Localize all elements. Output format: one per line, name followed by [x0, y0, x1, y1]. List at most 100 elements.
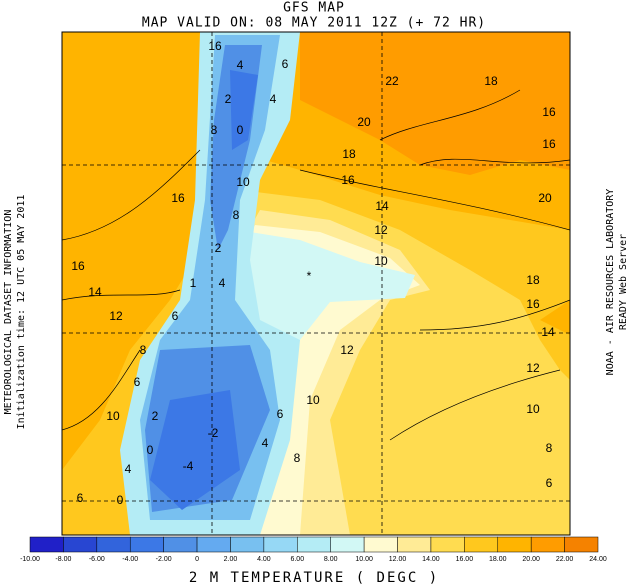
contour-label: 2 [152, 409, 159, 423]
colorbar-swatch [29, 536, 64, 553]
contour-label: 6 [282, 57, 289, 71]
contour-label: 8 [140, 343, 147, 357]
map-frame [61, 31, 571, 536]
contour-label: 4 [270, 92, 277, 106]
contour-label: 14 [375, 199, 389, 213]
colorbar-swatch [297, 536, 331, 553]
contour-label: 16 [542, 137, 556, 151]
contour-label: 16 [526, 297, 540, 311]
colorbar-label: 12.00 [389, 556, 407, 563]
contour-label: 16 [341, 173, 355, 187]
colorbar-swatch [163, 536, 198, 553]
contour-label: 10 [106, 409, 120, 423]
colorbar-swatch [397, 536, 432, 553]
location-marker: * [307, 269, 312, 283]
contour-label: 4 [262, 436, 269, 450]
colorbar-swatch [430, 536, 465, 553]
side-label: READY Web Server [618, 234, 628, 330]
temp-band [300, 32, 570, 175]
colorbar-swatch [63, 536, 98, 553]
contour-label: 6 [77, 491, 84, 505]
contour-label: 12 [340, 343, 354, 357]
colorbar-label: 16.00 [456, 556, 474, 563]
colorbar-label: 6.00 [290, 556, 304, 563]
contour-label: 8 [211, 123, 218, 137]
contour-label: 6 [172, 309, 179, 323]
contour-label: 10 [236, 175, 250, 189]
colorbar-swatch [564, 536, 599, 553]
colorbar-label: 2.00 [224, 556, 238, 563]
contour-label: 0 [147, 443, 154, 457]
colorbar-swatch [129, 536, 164, 553]
colorbar-swatch [96, 536, 131, 553]
colorbar: -10.00 -8.00 -6.00 -4.00 -2.00 0 2.00 4.00 6.00 8… [20, 536, 607, 563]
contour-label: 12 [109, 309, 123, 323]
contour-label: 18 [484, 74, 498, 88]
contour-label: 10 [374, 254, 388, 268]
colorbar-label: 24.00 [589, 556, 607, 563]
contour-label: 12 [374, 223, 388, 237]
colorbar-label: 18.00 [489, 556, 507, 563]
contour-label: 14 [541, 325, 555, 339]
temp-band [230, 70, 258, 150]
contour-label: 12 [526, 361, 540, 375]
contour-label: 16 [71, 259, 85, 273]
contour-label: 14 [88, 285, 102, 299]
colorbar-label: -2.00 [156, 556, 172, 563]
contour-label: 1 [190, 276, 197, 290]
contour-label: 20 [538, 191, 552, 205]
side-label: METEOROLOGICAL DATASET INFORMATION [3, 210, 14, 415]
colorbar-label: -4.00 [122, 556, 138, 563]
contour-label: 2 [225, 92, 232, 106]
contour-label: 8 [546, 441, 553, 455]
colorbar-swatch [530, 536, 565, 553]
contour-label: 16 [208, 39, 222, 53]
contour-label: 16 [171, 191, 185, 205]
side-label: NOAA - AIR RESOURCES LABORATORY [605, 189, 616, 376]
colorbar-swatch [330, 536, 365, 553]
contour-label: 4 [237, 58, 244, 72]
contour-label: 18 [526, 273, 540, 287]
contour-label: -4 [183, 459, 194, 473]
colorbar-swatch [363, 536, 398, 553]
colorbar-swatch [464, 536, 499, 553]
contour-label: 16 [542, 105, 556, 119]
colorbar-label: -8.00 [55, 556, 71, 563]
colorbar-title: 2 M TEMPERATURE ( DEGC ) [189, 570, 439, 585]
contour-label: 18 [342, 147, 356, 161]
colorbar-label: 22.00 [556, 556, 574, 563]
contour-label: 10 [306, 393, 320, 407]
contour-label: 6 [277, 407, 284, 421]
colorbar-label: 0 [195, 556, 199, 563]
isotherm [62, 89, 570, 441]
contour-label: 4 [219, 276, 226, 290]
map-title: GFS MAP [283, 1, 345, 16]
contour-label: 6 [134, 375, 141, 389]
colorbar-swatch [497, 536, 532, 553]
colorbar-label: 20.00 [522, 556, 540, 563]
contour-label: 0 [117, 493, 124, 507]
contour-label: 6 [546, 476, 553, 490]
contour-label: 8 [294, 451, 301, 465]
colorbar-label: 4.00 [257, 556, 271, 563]
colorbar-label: 14.00 [422, 556, 440, 563]
temp-band [150, 390, 240, 510]
contour-label: 8 [233, 208, 240, 222]
colorbar-swatch [263, 536, 298, 553]
contour-label: 20 [357, 115, 371, 129]
contour-label: 4 [125, 462, 132, 476]
colorbar-swatch [196, 536, 231, 553]
colorbar-label: 10.00 [355, 556, 373, 563]
colorbar-label: 8.00 [324, 556, 338, 563]
contour-label: 22 [385, 74, 399, 88]
side-label: Initialization time: 12 UTC 05 MAY 2011 [16, 195, 27, 430]
contour-label: 10 [526, 402, 540, 416]
contour-label: 0 [237, 123, 244, 137]
colorbar-swatch [230, 536, 265, 553]
map-subtitle: MAP VALID ON: 08 MAY 2011 12Z (+ 72 HR) [142, 16, 486, 31]
colorbar-label: -6.00 [89, 556, 105, 563]
contour-label: 2 [215, 241, 222, 255]
contour-label: -2 [208, 426, 219, 440]
